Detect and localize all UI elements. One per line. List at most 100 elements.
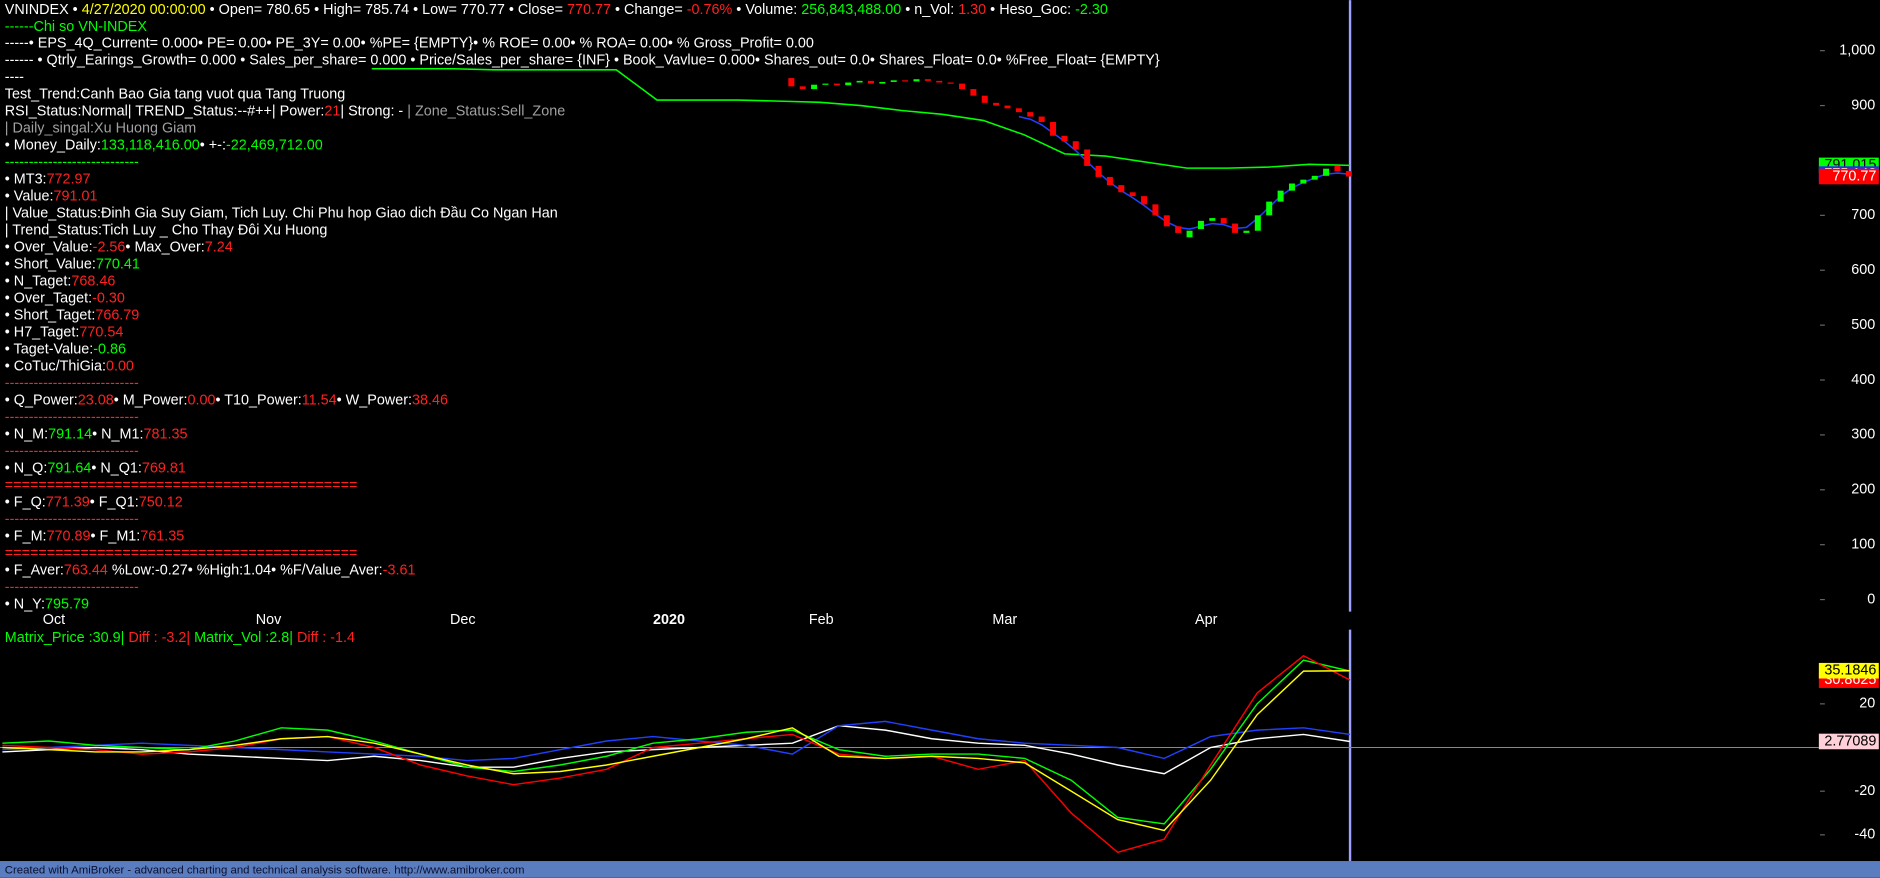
candle-body <box>1129 192 1136 197</box>
text-segment: • Short_Value: <box>5 256 96 272</box>
text-segment: • F_Q: <box>5 494 46 510</box>
y-tick-label: 400 <box>1851 372 1875 388</box>
info-line: | Trend_Status:Tich Luy _ Cho Thay Đôi X… <box>5 222 328 238</box>
text-segment: ---------------------------- <box>5 409 139 425</box>
text-segment: 4/27/2020 00:00:00 <box>82 2 206 18</box>
text-segment: • Volume: <box>732 2 801 18</box>
candle-body <box>1061 135 1068 142</box>
text-segment: 770.77 <box>567 2 611 18</box>
candle-body <box>1027 112 1034 117</box>
candle-body <box>1015 108 1022 113</box>
info-line: | Value_Status:Đinh Gia Suy Giam, Tich L… <box>5 205 558 221</box>
text-segment: ---------------------------- <box>5 443 139 459</box>
candle-body <box>993 102 1000 106</box>
text-segment: • Over_Taget: <box>5 290 92 306</box>
info-line: ------Chi so VN-INDEX <box>5 19 148 35</box>
candle-body <box>1186 230 1193 238</box>
text-segment: 763.44 <box>64 562 108 578</box>
text-segment: • CoTuc/ThiGia: <box>5 358 106 374</box>
text-segment: • T10_Power: <box>215 392 301 408</box>
text-segment: 0.00 <box>106 358 134 374</box>
text-segment: 791.01 <box>54 188 98 204</box>
value-badge-label: 770.77 <box>1832 168 1876 184</box>
y-tick-label: 900 <box>1851 97 1875 113</box>
info-line: • MT3:772.97 <box>5 171 91 187</box>
info-line: • N_Taget:768.46 <box>5 273 116 289</box>
info-line: • Taget-Value:-0.86 <box>5 341 126 357</box>
candle-body <box>902 80 909 82</box>
text-segment: 21 <box>324 103 340 119</box>
candle-body <box>788 78 795 87</box>
info-line: • Q_Power:23.08• M_Power:0.00• T10_Power… <box>5 392 448 408</box>
text-segment: • N_Q1: <box>91 460 142 476</box>
candle-body <box>845 82 852 86</box>
text-segment: 766.79 <box>95 307 139 323</box>
text-segment: 791.64 <box>47 460 91 476</box>
text-segment: 133,118,416.00 <box>101 137 200 153</box>
info-line: ---------------------------- <box>5 375 139 391</box>
candle-body <box>1072 141 1079 150</box>
text-segment: • +-: <box>200 137 226 153</box>
price-line <box>371 67 1351 169</box>
indicator-line <box>2 720 1351 762</box>
text-segment: • MT3: <box>5 171 47 187</box>
info-line: • Over_Value:-2.56• Max_Over:7.24 <box>5 239 233 255</box>
text-segment: ------ • Qtrly_Earings_Growth= 0.000 • S… <box>5 53 1160 69</box>
text-segment: • Taget-Value: <box>5 341 93 357</box>
y-tick-label: 100 <box>1851 536 1875 552</box>
text-segment: ---------------------------- <box>5 511 139 527</box>
info-line: ---------------------------- <box>5 154 139 170</box>
value-badge <box>1818 168 1879 185</box>
candle-body <box>1141 196 1148 205</box>
y-tick-label: 0 <box>1867 591 1875 607</box>
candle-body <box>1323 168 1330 176</box>
indicator-header: Matrix_Price :30.9| Diff : -3.2| Matrix_… <box>5 630 355 646</box>
y-tick-label: 700 <box>1851 207 1875 223</box>
info-line: • CoTuc/ThiGia:0.00 <box>5 358 134 374</box>
x-axis-label: Feb <box>809 612 834 628</box>
text-segment: ========================================… <box>5 477 358 493</box>
info-line: ---------------------------- <box>5 443 139 459</box>
indicator-line <box>2 670 1351 832</box>
candle-body <box>981 95 988 103</box>
text-segment: • F_M1: <box>91 528 141 544</box>
candle-body <box>1288 183 1295 191</box>
info-line: ---------------------------- <box>5 579 139 595</box>
info-line: • F_M:770.89• F_M1:761.35 <box>5 528 184 544</box>
info-line: ========================================… <box>5 545 358 561</box>
y-tick-label: 600 <box>1851 262 1875 278</box>
info-line: • Short_Value:770.41 <box>5 256 140 272</box>
candle-body <box>936 80 943 83</box>
text-segment: -----• EPS_4Q_Current= 0.000• PE= 0.00• … <box>5 36 814 52</box>
text-segment: 781.35 <box>144 426 188 442</box>
info-line: • H7_Taget:770.54 <box>5 324 124 340</box>
candle-body <box>1197 220 1204 230</box>
text-segment: ---------------------------- <box>5 154 139 170</box>
y-tick-label: 500 <box>1851 317 1875 333</box>
text-segment: 1.30 <box>958 2 986 18</box>
text-segment: | Strong: - <box>340 103 407 119</box>
text-segment: 761.35 <box>140 528 184 544</box>
text-segment: VNINDEX <box>5 2 69 18</box>
text-segment: 769.81 <box>142 460 186 476</box>
candle-body <box>799 86 806 90</box>
candle-body <box>1334 165 1341 172</box>
candle-body <box>1152 204 1159 216</box>
text-segment: Test_Trend:Canh Bao Gia tang vuot qua Ta… <box>5 87 345 103</box>
text-segment: • Heso_Goc: <box>986 2 1075 18</box>
text-segment: 256,843,488.00 <box>801 2 901 18</box>
candle-body <box>959 83 965 90</box>
text-segment: 23.08 <box>78 392 114 408</box>
text-segment: 770.41 <box>96 256 140 272</box>
value-badge <box>1818 662 1879 679</box>
footer-bar <box>0 861 1880 878</box>
candle-body <box>1175 226 1182 233</box>
text-segment: • F_Q1: <box>90 494 139 510</box>
candle-body <box>1004 105 1011 109</box>
text-segment: | Zone_Status:Sell_Zone <box>407 103 565 119</box>
y-tick-label: -40 <box>1854 827 1875 843</box>
text-segment: • N_M1: <box>92 426 143 442</box>
text-segment: Diff : -3.2| <box>124 630 190 646</box>
